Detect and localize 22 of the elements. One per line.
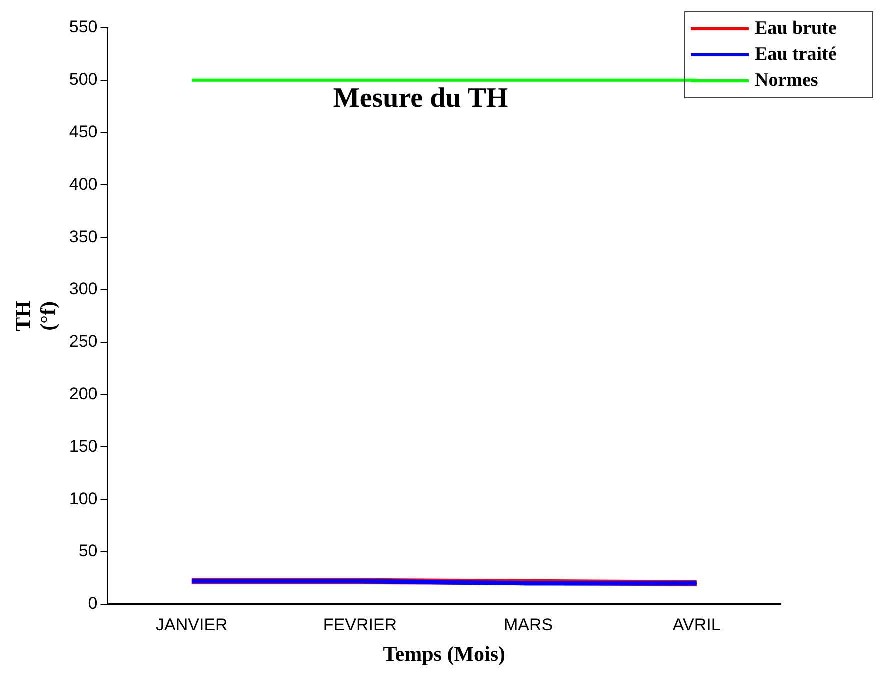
x-tick-label: JANVIER <box>156 615 228 634</box>
y-tick-label: 450 <box>69 122 98 142</box>
x-axis-title: Temps (Mois) <box>383 642 506 666</box>
x-tick-label: FEVRIER <box>323 615 398 634</box>
y-tick-label: 150 <box>69 436 98 456</box>
y-tick-label: 300 <box>69 280 98 299</box>
y-axis-title: TH (°f) <box>11 301 60 332</box>
legend-label: Eau traité <box>755 44 837 65</box>
y-tick-label: 50 <box>78 542 98 561</box>
y-tick-label: 250 <box>69 332 98 352</box>
y-tick-label: 200 <box>69 384 98 404</box>
y-tick-label: 500 <box>69 70 98 90</box>
y-tick-label: 350 <box>69 227 98 246</box>
y-tick-label: 0 <box>88 594 98 614</box>
y-tick-label: 550 <box>69 18 98 37</box>
y-tick-label: 400 <box>69 174 98 194</box>
y-tick-label: 100 <box>69 489 98 508</box>
x-tick-label: AVRIL <box>672 615 721 634</box>
x-tick-label: MARS <box>504 615 554 634</box>
legend-label: Normes <box>755 70 818 91</box>
legend-label: Eau brute <box>755 18 837 39</box>
text: Mesure du TH <box>333 83 508 114</box>
